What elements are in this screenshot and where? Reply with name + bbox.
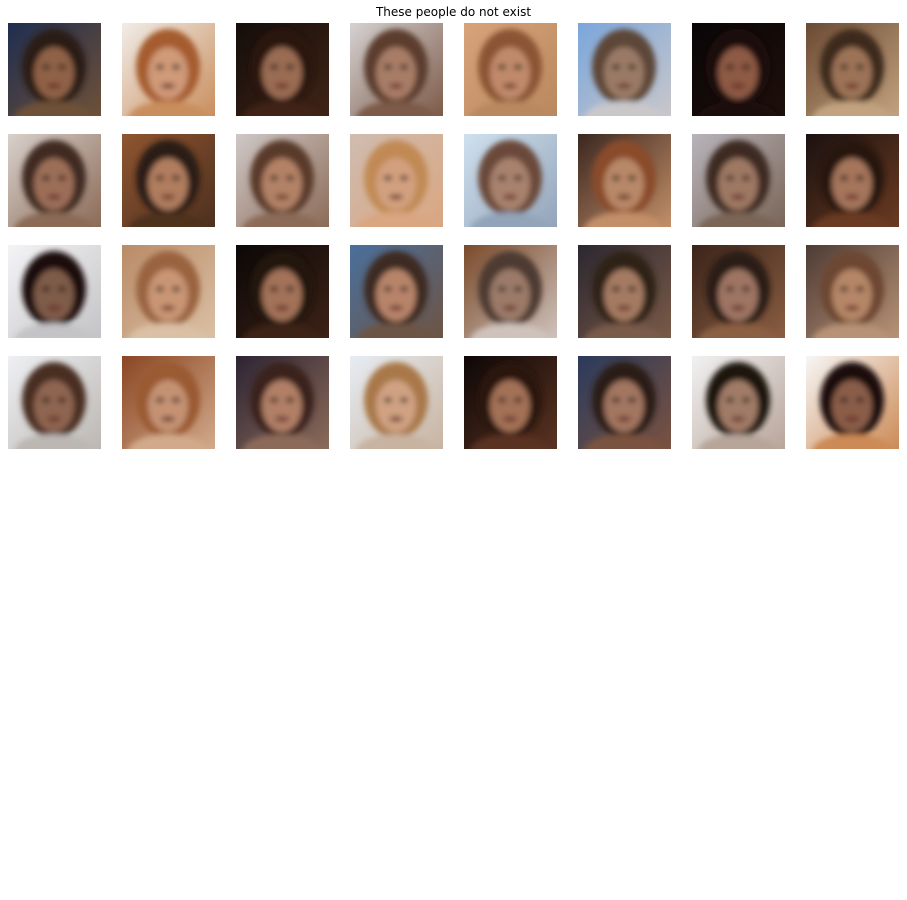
generated-face-image [806, 356, 899, 449]
generated-face-image [464, 245, 557, 338]
generated-face-image [692, 23, 785, 116]
generated-face-image [578, 245, 671, 338]
generated-face-image [806, 245, 899, 338]
generated-face-image [236, 134, 329, 227]
generated-face-image [692, 356, 785, 449]
figure-title: These people do not exist [375, 5, 532, 19]
generated-face-image [350, 245, 443, 338]
generated-face-image [236, 245, 329, 338]
generated-face-image [236, 356, 329, 449]
generated-face-image [122, 23, 215, 116]
generated-face-image [464, 134, 557, 227]
generated-face-image [236, 23, 329, 116]
generated-face-image [692, 245, 785, 338]
generated-face-image [578, 23, 671, 116]
generated-face-image [464, 356, 557, 449]
generated-face-image [464, 23, 557, 116]
generated-face-image [8, 23, 101, 116]
generated-face-image [806, 134, 899, 227]
generated-face-image [122, 356, 215, 449]
generated-face-image [692, 134, 785, 227]
generated-face-image [122, 134, 215, 227]
generated-face-image [350, 134, 443, 227]
generated-face-image [806, 23, 899, 116]
generated-face-image [578, 134, 671, 227]
generated-face-image [8, 356, 101, 449]
generated-face-image [122, 245, 215, 338]
face-grid [8, 23, 899, 449]
generated-face-image [8, 134, 101, 227]
generated-face-image [578, 356, 671, 449]
generated-face-image [350, 23, 443, 116]
generated-face-image [8, 245, 101, 338]
generated-face-image [350, 356, 443, 449]
